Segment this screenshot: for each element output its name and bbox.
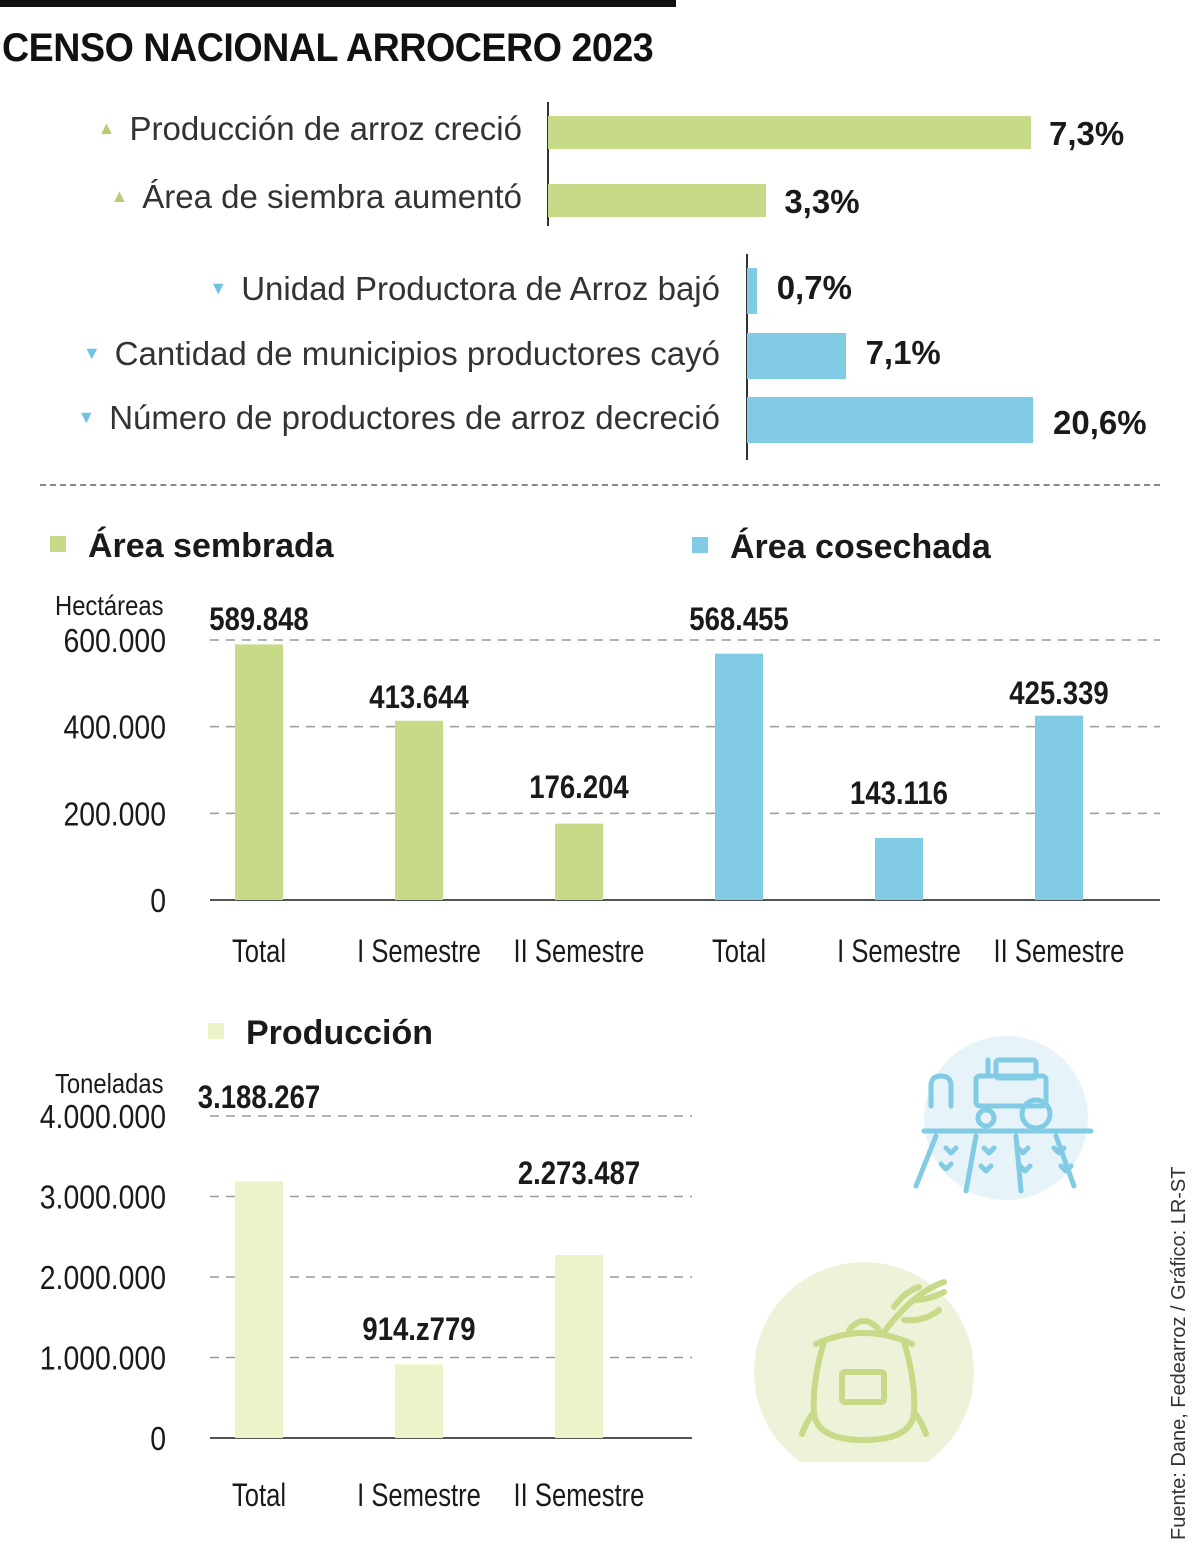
y-tick-label: 200.000 [63, 795, 166, 833]
change-bar-down [747, 268, 757, 314]
x-category-label: II Semestre [514, 1478, 645, 1513]
source-note: Fuente: Dane, Fedearroz / Gráfico: LR-ST [1168, 1166, 1190, 1541]
y-tick-label: 1.000.000 [40, 1339, 166, 1377]
data-label: 143.116 [850, 776, 948, 811]
bar [555, 1254, 603, 1438]
bar [1035, 715, 1083, 900]
data-label: 176.204 [529, 770, 629, 805]
data-label: 413.644 [369, 680, 469, 715]
change-label-down: ▼ Número de productores de arroz decreció [77, 397, 720, 438]
change-bar-down [747, 397, 1033, 443]
legend-swatch-pale-green [208, 1023, 224, 1039]
triangle-down-icon: ▼ [209, 278, 228, 298]
bar [235, 1181, 283, 1438]
tractor-field-icon [913, 1036, 1094, 1200]
legend-area-sown-label: Área sembrada [88, 527, 334, 565]
change-bar-down [747, 333, 846, 379]
data-label: 2.273.487 [518, 1156, 640, 1191]
y-tick-label: 0 [150, 1420, 166, 1458]
change-label-up: ▲ Área de siembra aumentó [110, 176, 522, 217]
change-value-up: 7,3% [1049, 115, 1125, 152]
change-value-up: 3,3% [784, 183, 860, 220]
change-label-text: Número de productores de arroz decreció [109, 399, 720, 436]
area-chart: 0 200.000 400.000 600.000 589.848 Total 413.64… [63, 602, 1160, 970]
y-tick-label: 0 [150, 882, 166, 920]
legend-area-harvested-label: Área cosechada [730, 528, 991, 566]
legend-production-label: Producción [246, 1014, 434, 1052]
data-label: 589.848 [209, 602, 308, 637]
legend-area-sown: Área sembrada [50, 526, 334, 566]
data-label: 568.455 [689, 602, 788, 637]
change-label-down: ▼ Unidad Productora de Arroz bajó [209, 268, 720, 309]
x-category-label: Total [232, 934, 286, 969]
triangle-up-icon: ▲ [97, 118, 116, 138]
bar [715, 653, 763, 900]
legend-swatch-blue [692, 537, 708, 553]
change-value-down: 20,6% [1053, 404, 1147, 441]
data-label: 914.z779 [362, 1312, 475, 1347]
change-bar-up [548, 116, 1031, 149]
x-category-label: Total [232, 1478, 286, 1513]
bar [395, 1364, 443, 1438]
x-category-label: Total [712, 934, 766, 969]
change-label-up: ▲ Producción de arroz creció [98, 108, 522, 149]
change-label-text: Área de siembra aumentó [142, 178, 522, 215]
x-category-label: I Semestre [837, 934, 961, 969]
change-bar-up [548, 184, 767, 217]
y-tick-label: 600.000 [63, 622, 166, 660]
x-category-label: I Semestre [357, 1478, 481, 1513]
y-tick-label: 2.000.000 [40, 1259, 166, 1297]
rice-sack-icon [754, 1262, 974, 1462]
change-value-down: 7,1% [865, 334, 941, 371]
top-rule [0, 0, 676, 7]
y-tick-label: 400.000 [63, 709, 166, 747]
change-label-text: Unidad Productora de Arroz bajó [241, 270, 720, 307]
triangle-up-icon: ▲ [110, 186, 129, 206]
change-value-down: 0,7% [776, 269, 852, 306]
triangle-down-icon: ▼ [82, 343, 101, 363]
bar [555, 823, 603, 900]
change-label-text: Cantidad de municipios productores cayó [114, 335, 720, 372]
y-tick-label: 3.000.000 [40, 1178, 166, 1216]
x-category-label: II Semestre [514, 934, 645, 969]
data-label: 3.188.267 [198, 1080, 320, 1115]
bar [875, 837, 923, 900]
legend-area-harvested: Área cosechada [692, 527, 991, 567]
up-axis-line [547, 102, 549, 226]
x-category-label: II Semestre [994, 934, 1125, 969]
section-divider [40, 484, 1160, 486]
change-label-down: ▼ Cantidad de municipios productores cayó [83, 333, 720, 374]
bar [235, 644, 283, 900]
page-title: CENSO NACIONAL ARROCERO 2023 [2, 26, 654, 70]
production-unit-label: Toneladas [55, 1068, 164, 1099]
bar [395, 720, 443, 900]
triangle-down-icon: ▼ [77, 407, 96, 427]
change-label-text: Producción de arroz creció [129, 110, 522, 147]
area-unit-label: Hectáreas [55, 590, 164, 621]
legend-swatch-green [50, 536, 66, 552]
data-label: 425.339 [1009, 676, 1108, 711]
legend-production: Producción [208, 1013, 433, 1053]
x-category-label: I Semestre [357, 934, 481, 969]
production-chart: 0 1.000.000 2.000.000 3.000.000 4.000.000 3.1… [40, 1080, 692, 1514]
y-tick-label: 4.000.000 [40, 1098, 166, 1136]
